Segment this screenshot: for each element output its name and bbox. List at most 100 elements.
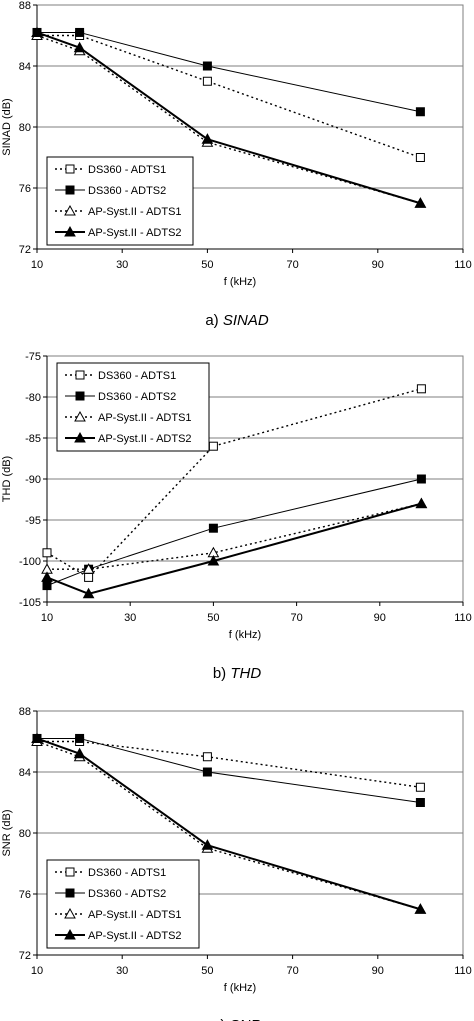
- y-tick-label: 72: [19, 950, 31, 962]
- data-point: [84, 572, 94, 582]
- legend-marker: [75, 370, 85, 380]
- data-point: [415, 798, 425, 807]
- data-point: [416, 474, 426, 484]
- y-tick-label: -105: [19, 597, 41, 609]
- caption-metric: SNR: [230, 1017, 262, 1021]
- chart-caption: b) THD: [213, 665, 262, 682]
- legend-marker: [75, 391, 85, 401]
- data-point: [415, 153, 425, 162]
- data-point: [31, 26, 43, 37]
- x-tick-label: 30: [116, 965, 128, 977]
- legend-entry-label: AP-Syst.II - ADTS1: [88, 909, 182, 921]
- series-line: [37, 740, 421, 788]
- y-tick-label: -100: [19, 556, 41, 568]
- series-2: [32, 733, 425, 807]
- y-tick-label: 84: [19, 61, 31, 73]
- y-tick-label: 88: [19, 706, 31, 718]
- series-line: [36, 737, 421, 911]
- caption-metric: THD: [230, 665, 261, 682]
- data-point: [414, 903, 427, 914]
- x-tick-label: 90: [372, 965, 384, 977]
- y-tick-label: 72: [19, 244, 31, 256]
- data-point: [42, 548, 52, 558]
- data-point: [82, 587, 95, 599]
- x-tick-label: 50: [207, 612, 219, 624]
- x-axis-label: f (kHz): [224, 276, 256, 288]
- legend-entry-label: DS360 - ADTS1: [98, 370, 176, 382]
- x-tick-label: 90: [372, 259, 384, 271]
- y-tick-label: -85: [25, 433, 41, 445]
- y-tick-label: -95: [25, 515, 41, 527]
- x-tick-label: 30: [116, 259, 128, 271]
- data-point: [208, 523, 218, 533]
- series-line: [46, 478, 422, 587]
- data-point: [201, 839, 214, 850]
- x-tick-label: 70: [290, 612, 302, 624]
- legend-marker: [64, 225, 76, 237]
- legend: DS360 - ADTS1 DS360 - ADTS2 AP-Syst.II - A…: [46, 156, 194, 246]
- y-tick-label: 76: [19, 889, 31, 901]
- x-tick-label: 50: [201, 965, 213, 977]
- series-line: [37, 31, 421, 113]
- data-point: [201, 133, 214, 144]
- chart-1: 72 76 80 84 88 10 30 50 70 90 110 f (kHz) SINAD (dB)…: [1, 0, 472, 329]
- legend-marker: [65, 164, 75, 174]
- y-tick-label: -90: [25, 474, 41, 486]
- y-tick-label: 80: [19, 828, 31, 840]
- legend-entry-label: AP-Syst.II - ADTS2: [98, 433, 192, 445]
- series-4: [31, 732, 427, 914]
- y-tick-label: 88: [19, 0, 31, 12]
- legend-marker: [65, 185, 75, 195]
- x-tick-label: 110: [454, 259, 472, 271]
- x-tick-label: 30: [124, 612, 136, 624]
- data-point: [415, 497, 428, 509]
- caption-prefix: a): [205, 312, 223, 329]
- series-line: [46, 502, 422, 595]
- x-axis-label: f (kHz): [224, 982, 256, 994]
- series-3: [41, 497, 428, 574]
- series-1: [32, 737, 425, 792]
- x-tick-label: 50: [201, 259, 213, 271]
- data-point: [41, 571, 53, 582]
- legend-entry-label: DS360 - ADTS2: [88, 185, 166, 197]
- legend-entry-label: AP-Syst.II - ADTS1: [98, 412, 192, 424]
- x-tick-label: 10: [31, 965, 43, 977]
- y-axis-label: SNR (dB): [1, 809, 13, 856]
- legend-marker: [64, 204, 76, 216]
- data-point: [75, 27, 85, 37]
- chart-caption: a) SINAD: [205, 312, 269, 329]
- legend-entry-label: AP-Syst.II - ADTS1: [88, 206, 182, 218]
- data-point: [73, 747, 86, 759]
- x-tick-label: 10: [41, 612, 53, 624]
- data-point: [75, 733, 85, 743]
- caption-prefix: c): [213, 1017, 230, 1021]
- legend-entry-label: AP-Syst.II - ADTS2: [88, 930, 182, 942]
- legend-entry-label: AP-Syst.II - ADTS2: [88, 227, 182, 239]
- data-point: [414, 197, 427, 208]
- chart-2: -105 -100 -95 -90 -85 -80 -75 10 30 50 70 90 110 f (k…: [1, 351, 472, 682]
- y-axis-label: SINAD (dB): [1, 98, 13, 155]
- data-point: [82, 563, 95, 574]
- legend-marker: [64, 928, 76, 940]
- legend-marker: [65, 867, 75, 877]
- data-point: [202, 76, 212, 86]
- series-line: [37, 34, 421, 159]
- y-tick-label: 84: [19, 767, 31, 779]
- data-point: [415, 782, 425, 792]
- data-point: [202, 61, 212, 71]
- x-tick-label: 70: [286, 259, 298, 271]
- series-4: [31, 26, 427, 208]
- y-tick-label: 76: [19, 183, 31, 195]
- chart-3: 72 76 80 84 88 10 30 50 70 90 110 f (kHz) SNR (dB) DS…: [1, 706, 472, 1021]
- series-1: [42, 384, 426, 582]
- legend-marker: [64, 907, 76, 919]
- x-tick-label: 90: [374, 612, 386, 624]
- data-point: [208, 441, 218, 451]
- data-point: [31, 732, 43, 743]
- x-axis-label: f (kHz): [229, 629, 261, 641]
- data-point: [207, 554, 220, 566]
- legend-entry-label: DS360 - ADTS1: [88, 164, 166, 176]
- data-point: [73, 41, 86, 53]
- data-point: [202, 767, 212, 777]
